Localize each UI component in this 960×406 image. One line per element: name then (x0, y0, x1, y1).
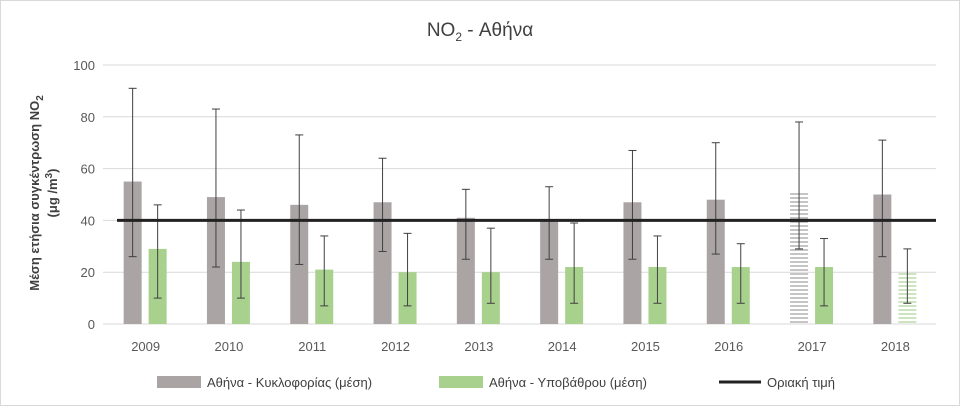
x-tick-label-2014: 2014 (548, 339, 577, 354)
bar-traffic-2017 (790, 191, 809, 324)
error-bar-traffic-2013 (461, 188, 470, 260)
legend-swatch-background (439, 376, 483, 388)
y-tick-label-20: 20 (81, 265, 95, 280)
error-bar-traffic-2018 (878, 139, 887, 258)
y-tick-label-80: 80 (81, 110, 95, 125)
svg-text:(μg /m3): (μg /m3) (44, 169, 60, 218)
y-tick-label-0: 0 (88, 317, 95, 332)
legend-label-traffic: Αθήνα - Κυκλοφορίας (μέση) (207, 375, 372, 390)
y-tick-label-100: 100 (73, 58, 95, 73)
x-tick-label-2015: 2015 (631, 339, 660, 354)
x-tick-label-2017: 2017 (798, 339, 827, 354)
bar-traffic-2015 (623, 202, 642, 324)
bar-traffic-2012 (373, 202, 392, 324)
legend-label-background: Αθήνα - Υποβάθρου (μέση) (489, 375, 647, 390)
error-bar-background-2017 (820, 238, 829, 307)
error-bar-traffic-2017 (795, 121, 804, 250)
error-bars (128, 87, 912, 307)
error-bar-traffic-2009 (128, 87, 137, 258)
chart-title: NO2 - Αθήνα (427, 20, 533, 44)
legend: Αθήνα - Κυκλοφορίας (μέση) Αθήνα - Υποβά… (157, 375, 835, 390)
bars (123, 181, 917, 324)
x-tick-label-2009: 2009 (131, 339, 160, 354)
y-tick-labels: 0 20 40 60 80 100 (73, 58, 95, 332)
bar-traffic-2014 (540, 220, 559, 324)
svg-text:Μέση ετήσια συγκέντρωση NO2: Μέση ετήσια συγκέντρωση NO2 (27, 95, 46, 291)
x-tick-label-2010: 2010 (214, 339, 243, 354)
bar-traffic-2013 (456, 217, 475, 324)
error-bar-traffic-2016 (711, 142, 720, 255)
error-bar-traffic-2010 (211, 108, 220, 268)
error-bar-background-2018 (903, 248, 912, 304)
error-bar-background-2013 (486, 227, 495, 304)
gridlines (103, 64, 936, 325)
legend-label-limit: Οριακή τιμή (767, 375, 835, 390)
error-bar-traffic-2012 (378, 157, 387, 252)
error-bar-traffic-2014 (545, 186, 554, 260)
x-tick-label-2016: 2016 (714, 339, 743, 354)
x-tick-label-2018: 2018 (881, 339, 910, 354)
x-tick-label-2012: 2012 (381, 339, 410, 354)
error-bar-background-2016 (736, 243, 745, 304)
y-tick-label-60: 60 (81, 162, 95, 177)
x-tick-label-2011: 2011 (298, 339, 326, 354)
bar-traffic-2016 (706, 199, 725, 324)
y-axis-label: Μέση ετήσια συγκέντρωση NO2 (μg /m3) (27, 95, 60, 291)
error-bar-background-2011 (320, 235, 329, 307)
error-bar-traffic-2015 (628, 149, 637, 260)
error-bar-background-2012 (403, 232, 412, 307)
error-bar-background-2014 (570, 222, 579, 304)
x-tick-labels: 2009 2010 2011 2012 2013 2014 2015 2016 2017 2018 (131, 339, 910, 354)
y-tick-label-40: 40 (81, 213, 95, 228)
bar-traffic-2018 (873, 194, 892, 324)
error-bar-background-2010 (236, 209, 245, 299)
error-bar-background-2015 (653, 235, 662, 304)
error-bar-traffic-2011 (295, 134, 304, 265)
x-tick-label-2013: 2013 (464, 339, 493, 354)
legend-swatch-traffic (157, 376, 201, 388)
